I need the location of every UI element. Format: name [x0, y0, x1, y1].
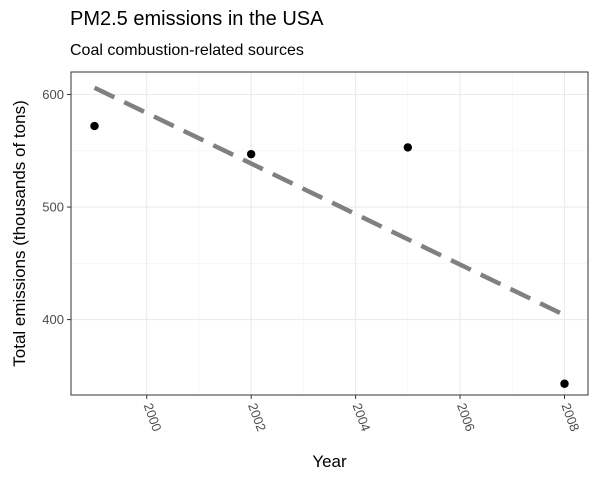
x-tick-label: 2004: [350, 401, 374, 433]
data-point: [90, 121, 99, 131]
x-axis-title: Year: [312, 452, 347, 471]
y-tick-label: 500: [42, 200, 64, 215]
data-points: [90, 121, 569, 388]
x-tick-label: 2006: [454, 401, 478, 433]
x-tick-label: 2008: [558, 401, 582, 433]
y-axis-title: Total emissions (thousands of tons): [10, 100, 29, 366]
y-axis: 400 500 600: [42, 87, 71, 327]
trend-line: [93, 85, 566, 318]
chart-subtitle: Coal combustion-related sources: [70, 42, 304, 59]
chart-title: PM2.5 emissions in the USA: [70, 8, 324, 30]
y-tick-label: 400: [42, 312, 64, 327]
x-axis: 2000 2002 2004 2006 2008: [141, 395, 582, 433]
y-tick-label: 600: [42, 87, 64, 102]
x-tick-label: 2000: [141, 401, 165, 433]
x-tick-label: 2002: [245, 401, 269, 433]
plot-panel: [71, 72, 588, 395]
data-point: [246, 149, 256, 159]
data-point: [560, 379, 569, 388]
data-point: [403, 143, 413, 152]
plot-border: [70, 71, 589, 396]
grid-lines: [71, 72, 588, 395]
